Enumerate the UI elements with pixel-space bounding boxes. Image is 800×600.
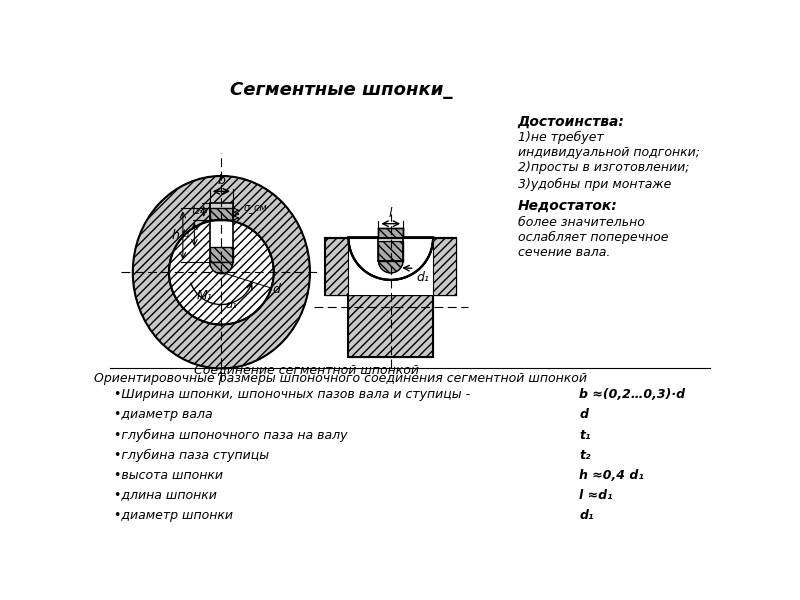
Bar — [233, 203, 234, 220]
Bar — [210, 208, 233, 220]
Text: •диаметр вала: •диаметр вала — [114, 409, 212, 421]
Text: Достоинства:: Достоинства: — [518, 115, 625, 128]
Text: b ≈(0,2…0,3)·d: b ≈(0,2…0,3)·d — [579, 388, 686, 401]
Text: •диаметр шпонки: •диаметр шпонки — [114, 509, 233, 521]
Bar — [433, 238, 456, 295]
Bar — [349, 238, 433, 295]
Text: d: d — [579, 409, 589, 421]
Bar — [209, 203, 210, 220]
Ellipse shape — [133, 176, 310, 368]
Bar — [210, 203, 233, 220]
Text: 2)просты в изготовлении;: 2)просты в изготовлении; — [518, 161, 690, 173]
Bar — [326, 238, 456, 295]
Text: l: l — [389, 207, 393, 220]
Text: •длина шпонки: •длина шпонки — [114, 488, 217, 502]
Bar — [378, 229, 403, 238]
Bar — [210, 247, 233, 262]
Bar — [326, 238, 456, 295]
Text: d: d — [272, 283, 280, 296]
Bar — [210, 203, 233, 220]
Text: l ≈d₁: l ≈d₁ — [579, 488, 613, 502]
Wedge shape — [378, 260, 403, 273]
Text: Соединение сегментной шпонкой: Соединение сегментной шпонкой — [194, 363, 418, 376]
Bar — [349, 295, 433, 357]
Text: •высота шпонки: •высота шпонки — [114, 469, 222, 482]
Bar — [210, 247, 233, 262]
Bar — [378, 229, 403, 238]
Text: d₁: d₁ — [226, 301, 237, 310]
Text: •глубина паза ступицы: •глубина паза ступицы — [114, 449, 269, 461]
Bar — [326, 238, 349, 295]
Wedge shape — [349, 238, 433, 280]
Text: t₂: t₂ — [191, 206, 200, 217]
Bar — [378, 241, 403, 260]
Text: h: h — [171, 229, 179, 242]
Text: более значительно
ослабляет поперечное
сечение вала.: более значительно ослабляет поперечное с… — [518, 216, 668, 259]
Bar — [378, 238, 403, 260]
Bar — [349, 295, 433, 357]
Text: Ориентировочные размеры шпоночного соединения сегментной шпонкой: Ориентировочные размеры шпоночного соеди… — [94, 371, 587, 385]
Text: b: b — [218, 175, 226, 187]
Text: •глубина шпоночного паза на валу: •глубина шпоночного паза на валу — [114, 428, 347, 442]
Text: σ_см: σ_см — [244, 203, 267, 213]
Text: 3)удобны при монтаже: 3)удобны при монтаже — [518, 178, 671, 191]
Text: h ≈0,4 d₁: h ≈0,4 d₁ — [579, 469, 644, 482]
Text: 1)не требует
индивидуальной подгонки;: 1)не требует индивидуальной подгонки; — [518, 131, 700, 160]
Bar — [433, 238, 456, 295]
Text: d₁: d₁ — [416, 271, 429, 284]
Text: t₂: t₂ — [579, 449, 591, 461]
Circle shape — [169, 220, 274, 325]
Bar — [378, 241, 403, 260]
Text: Недостаток:: Недостаток: — [518, 199, 618, 213]
Text: M₁: M₁ — [197, 289, 212, 302]
Text: •Ширина шпонки, шпоночных пазов вала и ступицы -: •Ширина шпонки, шпоночных пазов вала и с… — [114, 388, 470, 401]
Text: t₁: t₁ — [182, 229, 190, 239]
Bar — [210, 208, 233, 220]
Wedge shape — [210, 262, 233, 274]
Text: t₁: t₁ — [579, 428, 591, 442]
Text: Сегментные шпонки_: Сегментные шпонки_ — [230, 81, 452, 99]
Text: d₁: d₁ — [579, 509, 594, 521]
Bar — [210, 220, 233, 262]
Bar — [326, 238, 349, 295]
